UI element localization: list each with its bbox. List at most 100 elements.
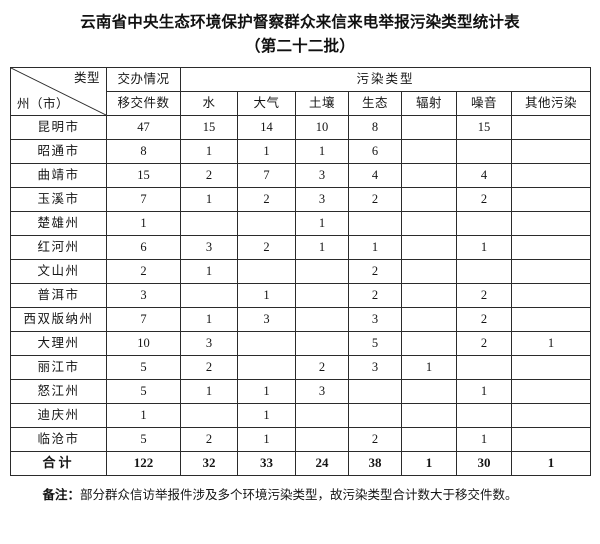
total-label-cell: 合计 — [10, 451, 107, 477]
diagonal-divider-icon — [11, 68, 106, 115]
data-cell — [510, 259, 592, 285]
data-cell: 2 — [348, 187, 402, 213]
data-cell: 1 — [106, 211, 181, 237]
data-cell — [401, 427, 457, 453]
column-header-soil: 土壤 — [295, 91, 349, 117]
data-cell — [456, 403, 512, 429]
data-cell — [510, 403, 592, 429]
data-cell: 4 — [456, 163, 512, 189]
data-cell — [401, 403, 457, 429]
data-cell: 47 — [106, 115, 181, 141]
corner-type-label: 类型 — [73, 71, 100, 86]
data-cell: 6 — [106, 235, 181, 261]
data-cell: 15 — [180, 115, 238, 141]
data-cell — [348, 379, 402, 405]
data-cell — [237, 211, 296, 237]
data-cell — [401, 211, 457, 237]
data-cell: 7 — [237, 163, 296, 189]
data-cell: 10 — [106, 331, 181, 357]
data-cell — [401, 163, 457, 189]
data-cell: 1 — [237, 427, 296, 453]
data-cell: 1 — [401, 355, 457, 381]
data-cell — [510, 307, 592, 333]
data-cell: 5 — [348, 331, 402, 357]
table-row: 昆明市 47 15 14 10 8 15 — [10, 115, 592, 141]
data-cell — [401, 307, 457, 333]
data-cell: 3 — [106, 283, 181, 309]
data-cell — [295, 259, 349, 285]
data-cell: 1 — [510, 331, 592, 357]
data-cell: 3 — [237, 307, 296, 333]
data-cell: 5 — [106, 427, 181, 453]
region-name-cell: 昆明市 — [10, 115, 107, 141]
data-cell: 1 — [106, 403, 181, 429]
region-name-cell: 玉溪市 — [10, 187, 107, 213]
region-name-cell: 红河州 — [10, 235, 107, 261]
data-cell: 1 — [348, 235, 402, 261]
data-cell: 7 — [106, 187, 181, 213]
region-name-cell: 迪庆州 — [10, 403, 107, 429]
data-cell: 1 — [237, 403, 296, 429]
data-cell: 1 — [237, 379, 296, 405]
table-row: 西双版纳州 7 1 3 3 2 — [10, 307, 592, 333]
column-header-other-pollution: 其他污染 — [510, 91, 592, 117]
data-cell — [510, 163, 592, 189]
data-cell — [510, 211, 592, 237]
page-title: 云南省中央生态环境保护督察群众来信来电举报污染类型统计表 — [80, 14, 520, 31]
region-name-cell: 怒江州 — [10, 379, 107, 405]
data-cell — [401, 187, 457, 213]
table-row: 迪庆州 1 1 — [10, 403, 592, 429]
footnote: 备注：部分群众信访举报件涉及多个环境污染类型，故污染类型合计数大于移交件数。 — [18, 485, 583, 505]
table-header-row-top: 类型 州（市） 交办情况 污染类型 — [10, 67, 592, 117]
data-cell: 1 — [456, 235, 512, 261]
data-cell: 14 — [237, 115, 296, 141]
header-pollution-group: 污染类型 — [179, 67, 592, 93]
region-name-cell: 大理州 — [10, 331, 107, 357]
data-cell: 3 — [295, 379, 349, 405]
data-cell — [401, 235, 457, 261]
total-value-cell: 1 — [401, 451, 457, 477]
table-row: 丽江市 5 2 2 3 1 — [10, 355, 592, 381]
table-row: 大理州 10 3 5 2 1 — [10, 331, 592, 357]
region-name-cell: 曲靖市 — [10, 163, 107, 189]
header-assignment-group: 交办情况 — [106, 67, 181, 93]
data-cell: 1 — [180, 187, 238, 213]
data-cell — [510, 379, 592, 405]
footnote-label: 备注： — [42, 488, 81, 503]
region-name-cell: 丽江市 — [10, 355, 107, 381]
total-value-cell: 32 — [180, 451, 238, 477]
data-cell: 1 — [237, 139, 296, 165]
data-cell — [510, 283, 592, 309]
data-cell: 8 — [106, 139, 181, 165]
data-cell: 2 — [456, 331, 512, 357]
column-header-water: 水 — [180, 91, 238, 117]
data-cell — [180, 283, 238, 309]
data-cell: 2 — [348, 283, 402, 309]
data-cell: 2 — [237, 187, 296, 213]
column-header-ecology: 生态 — [348, 91, 402, 117]
data-cell: 1 — [295, 139, 349, 165]
data-cell — [401, 115, 457, 141]
data-cell: 3 — [180, 235, 238, 261]
table-row: 红河州 6 3 2 1 1 1 — [10, 235, 592, 261]
data-cell: 3 — [295, 163, 349, 189]
page-subtitle: （第二十二批） — [245, 38, 355, 56]
total-value-cell: 1 — [510, 451, 592, 477]
region-name-cell: 昭通市 — [10, 139, 107, 165]
table-row: 临沧市 5 2 1 2 1 — [10, 427, 592, 453]
data-cell: 5 — [106, 379, 181, 405]
data-cell — [456, 211, 512, 237]
data-cell — [510, 427, 592, 453]
data-cell: 2 — [348, 259, 402, 285]
data-cell: 1 — [180, 379, 238, 405]
data-cell — [401, 331, 457, 357]
data-cell: 1 — [295, 211, 349, 237]
data-cell — [295, 307, 349, 333]
data-cell — [456, 259, 512, 285]
data-cell — [456, 355, 512, 381]
data-cell: 2 — [180, 427, 238, 453]
region-name-cell: 普洱市 — [10, 283, 107, 309]
data-cell: 15 — [106, 163, 181, 189]
table-row: 普洱市 3 1 2 2 — [10, 283, 592, 309]
